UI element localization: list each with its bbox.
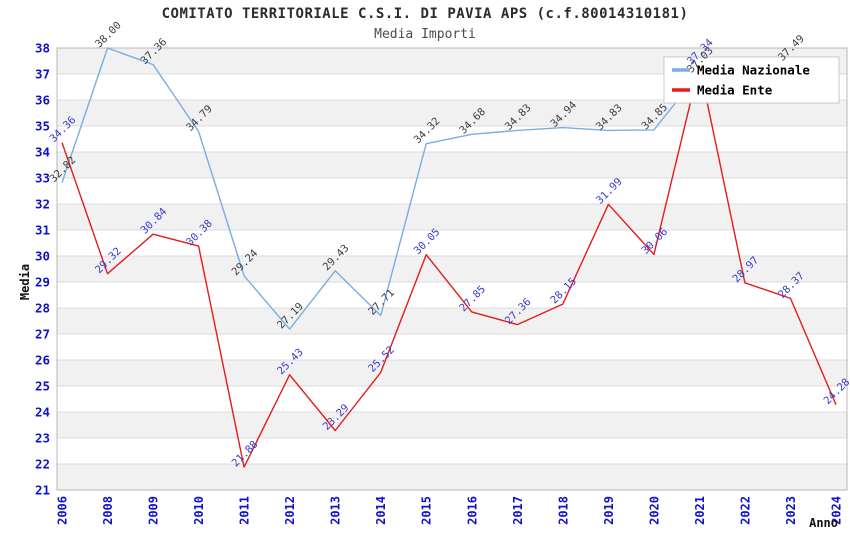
y-axis-tick-label: 33	[35, 171, 50, 186]
x-axis-tick-label: 2014	[374, 496, 388, 525]
x-axis-tick-label: 2009	[147, 496, 161, 525]
background-band	[57, 360, 847, 386]
x-axis-tick-label: 2006	[56, 496, 70, 525]
x-axis-tick-label: 2021	[693, 496, 707, 525]
legend-label-media-ente: Media Ente	[697, 83, 773, 98]
background-band	[57, 256, 847, 282]
y-axis-tick-label: 27	[35, 327, 50, 342]
x-axis-tick-label: 2013	[329, 496, 343, 525]
legend-box	[663, 56, 840, 104]
y-axis-title: Media	[18, 264, 32, 300]
background-band	[57, 308, 847, 334]
y-axis-tick-label: 29	[35, 275, 50, 290]
x-axis-title: Anno	[809, 516, 838, 530]
chart-subtitle: Media Importi	[374, 27, 476, 42]
y-axis-tick-label: 38	[35, 41, 50, 56]
y-axis-tick-label: 23	[35, 431, 50, 446]
y-axis-tick-label: 36	[35, 93, 50, 108]
x-axis-tick-label: 2024	[830, 496, 844, 525]
data-label-media-ente: 31.99	[594, 176, 625, 207]
background-band	[57, 464, 847, 490]
chart-title: COMITATO TERRITORIALE C.S.I. DI PAVIA AP…	[161, 6, 689, 22]
y-axis-tick-label: 31	[35, 223, 50, 238]
background-band	[57, 412, 847, 438]
x-axis-tick-label: 2015	[420, 496, 434, 525]
y-axis-tick-label: 25	[35, 379, 50, 394]
x-axis-tick-label: 2010	[192, 496, 206, 525]
y-axis-tick-label: 21	[35, 483, 50, 498]
y-axis-tick-label: 28	[35, 301, 50, 316]
x-axis-tick-label: 2008	[101, 496, 115, 525]
media-nazionale-line	[61, 47, 791, 330]
y-axis-tick-label: 26	[35, 353, 50, 368]
legend-label-media-nazionale: Media Nazionale	[697, 63, 810, 78]
x-axis-tick-label: 2023	[784, 496, 798, 525]
background-band	[57, 100, 847, 126]
y-axis-tick-label: 35	[35, 119, 50, 134]
y-axis-tick-label: 22	[35, 457, 50, 472]
plot-border	[56, 47, 848, 491]
x-axis-tick-label: 2017	[511, 496, 525, 525]
y-axis-tick-label: 34	[35, 145, 50, 160]
data-label-media-ente: 30.05	[412, 226, 443, 257]
y-axis-tick-label: 32	[35, 197, 50, 212]
y-axis-tick-label: 30	[35, 249, 50, 264]
x-axis-tick-label: 2018	[556, 496, 570, 525]
x-axis-tick-label: 2019	[602, 496, 616, 525]
y-axis-tick-label: 24	[35, 405, 50, 420]
data-label-media-nazionale: 38.00	[93, 19, 124, 50]
x-axis-tick-label: 2022	[738, 496, 752, 525]
x-axis-tick-label: 2011	[238, 496, 252, 525]
background-band	[57, 204, 847, 230]
y-axis-tick-label: 37	[35, 67, 50, 82]
x-axis-tick-label: 2012	[283, 496, 297, 525]
background-band	[57, 152, 847, 178]
x-axis-tick-label: 2016	[465, 496, 479, 525]
x-axis-tick-label: 2020	[647, 496, 661, 525]
